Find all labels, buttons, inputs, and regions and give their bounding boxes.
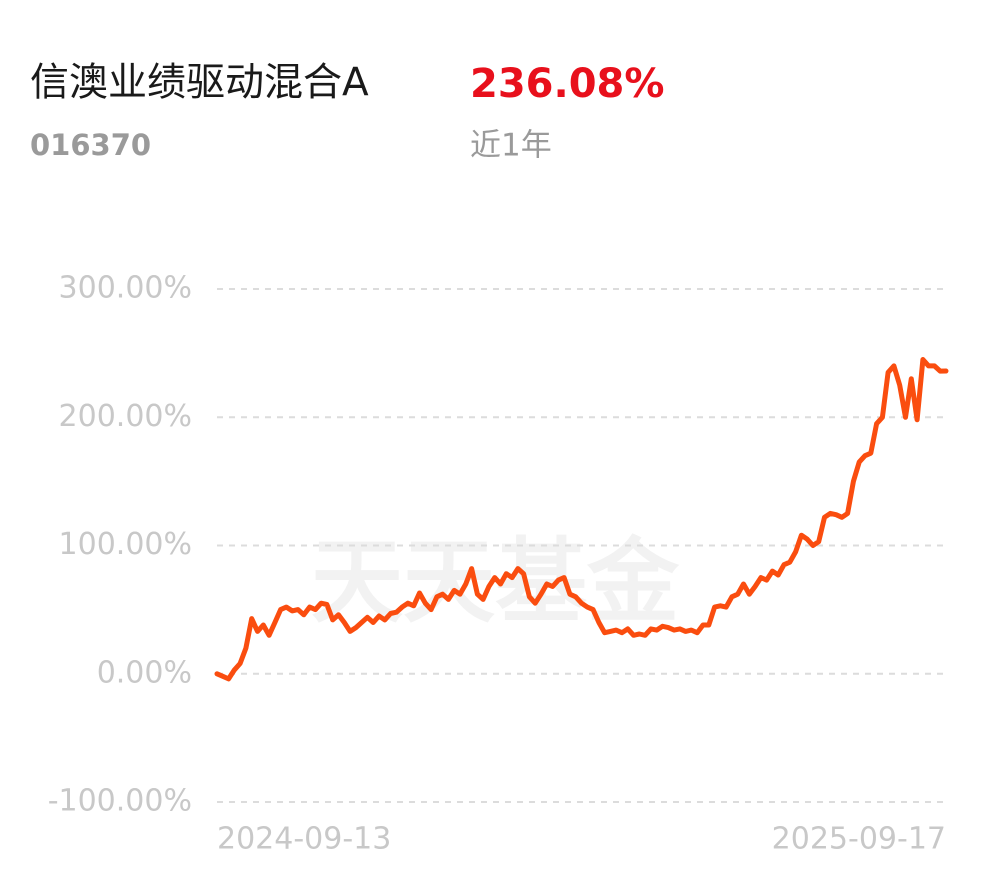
x-tick-label: 2025-09-17 bbox=[772, 822, 946, 857]
y-tick-label: 300.00% bbox=[59, 271, 192, 306]
y-tick-label: 200.00% bbox=[59, 399, 192, 434]
period-label: 近1年 bbox=[470, 128, 552, 164]
line bbox=[214, 357, 949, 682]
fund-name: 信澳业绩驱动混合A bbox=[30, 61, 369, 106]
y-tick-label: -100.00% bbox=[48, 784, 192, 819]
period-return: 236.08% bbox=[470, 61, 664, 107]
x-tick-label: 2024-09-13 bbox=[217, 822, 391, 857]
y-tick-label: 100.00% bbox=[59, 527, 192, 562]
fund-code: 016370 bbox=[30, 128, 151, 162]
y-tick-label: 0.00% bbox=[97, 655, 192, 690]
